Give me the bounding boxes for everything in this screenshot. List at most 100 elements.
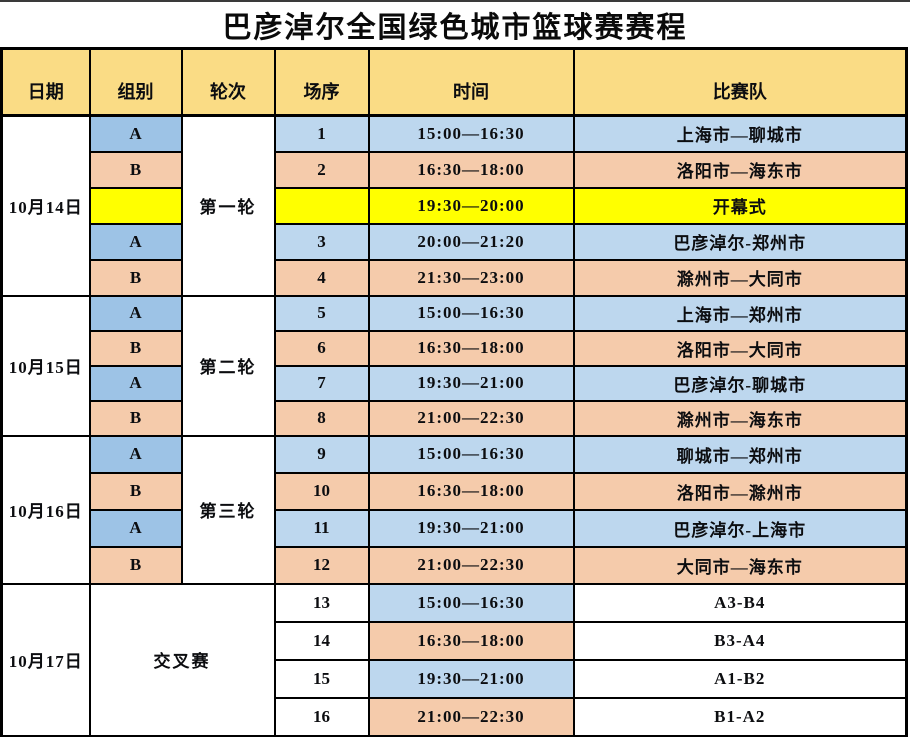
col-header-group: 组别 bbox=[88, 47, 183, 117]
table-row: B 6 16:30—18:00 洛阳市—大同市 bbox=[2, 329, 908, 367]
group-cell bbox=[88, 186, 183, 225]
teams-cell: 滁州市—海东市 bbox=[572, 399, 908, 437]
table-row-opening-ceremony: 19:30—20:00 开幕式 bbox=[2, 186, 908, 225]
time-cell: 21:00—22:30 bbox=[367, 399, 575, 437]
time-cell: 15:00—16:30 bbox=[367, 294, 575, 332]
time-cell: 21:00—22:30 bbox=[367, 696, 575, 737]
time-cell: 16:30—18:00 bbox=[367, 329, 575, 367]
time-cell: 19:30—21:00 bbox=[367, 364, 575, 402]
schedule-table: 日期 组别 轮次 场序 时间 比赛队 10月14日 A 第一轮 1 15:00—… bbox=[0, 47, 908, 737]
teams-cell: 巴彦淖尔-聊城市 bbox=[572, 364, 908, 402]
col-header-time: 时间 bbox=[367, 47, 575, 117]
order-cell: 3 bbox=[273, 222, 370, 261]
teams-cell: 大同市—海东市 bbox=[572, 545, 908, 585]
col-header-order: 场序 bbox=[273, 47, 370, 117]
date-cell bbox=[0, 734, 91, 737]
time-cell bbox=[367, 734, 575, 737]
page-title-bar: 巴彦淖尔全国绿色城市篮球赛赛程 bbox=[0, 2, 910, 47]
order-cell: 5 bbox=[273, 294, 370, 332]
group-cell: A bbox=[88, 294, 183, 332]
order-cell: 14 bbox=[273, 620, 370, 661]
group-cell: A bbox=[88, 114, 183, 153]
order-cell: 2 bbox=[273, 150, 370, 189]
table-row: A 7 19:30—21:00 巴彦淖尔-聊城市 bbox=[2, 364, 908, 402]
teams-cell: A1-B2 bbox=[572, 658, 908, 699]
order-cell bbox=[273, 734, 370, 737]
table-row: B 2 16:30—18:00 洛阳市—海东市 bbox=[2, 150, 908, 189]
table-row: 10月17日 交叉赛 13 15:00—16:30 A3-B4 bbox=[0, 582, 908, 737]
time-cell: 16:30—18:00 bbox=[367, 471, 575, 511]
order-cell bbox=[273, 186, 370, 225]
teams-cell: 上海市—聊城市 bbox=[572, 114, 908, 153]
date-cell: 10月15日 bbox=[0, 294, 91, 437]
page-title: 巴彦淖尔全国绿色城市篮球赛赛程 bbox=[222, 11, 688, 44]
time-cell: 20:00—21:20 bbox=[367, 222, 575, 261]
order-cell: 10 bbox=[273, 471, 370, 511]
table-row: 10月15日 A 第二轮 5 15:00—16:30 上海市—郑州市 bbox=[0, 294, 908, 437]
table-row: 10月16日 A 第三轮 9 15:00—16:30 聊城市—郑州市 bbox=[0, 434, 908, 585]
col-header-date: 日期 bbox=[0, 47, 91, 117]
date-cell: 10月16日 bbox=[0, 434, 91, 585]
teams-cell: 洛阳市—滁州市 bbox=[572, 471, 908, 511]
order-cell: 9 bbox=[273, 434, 370, 474]
order-cell: 15 bbox=[273, 658, 370, 699]
order-cell: 11 bbox=[273, 508, 370, 548]
time-cell: 19:30—20:00 bbox=[367, 186, 575, 225]
group-cell: A bbox=[88, 434, 183, 474]
stage-cell: 交叉赛 bbox=[88, 582, 276, 737]
order-cell: 12 bbox=[273, 545, 370, 585]
teams-cell: 洛阳市—大同市 bbox=[572, 329, 908, 367]
date-cell: 10月17日 bbox=[0, 582, 91, 737]
teams-cell bbox=[572, 734, 908, 737]
table-row: B 10 16:30—18:00 洛阳市—滁州市 bbox=[2, 471, 908, 511]
group-cell: B bbox=[88, 399, 183, 437]
time-cell: 21:00—22:30 bbox=[367, 545, 575, 585]
table-row: 15 19:30—21:00 A1-B2 bbox=[2, 658, 908, 699]
teams-cell: 巴彦淖尔-郑州市 bbox=[572, 222, 908, 261]
table-header-row: 日期 组别 轮次 场序 时间 比赛队 bbox=[0, 47, 908, 117]
group-cell: B bbox=[88, 329, 183, 367]
order-cell: 1 bbox=[273, 114, 370, 153]
order-cell: 7 bbox=[273, 364, 370, 402]
order-cell: 16 bbox=[273, 696, 370, 737]
order-cell: 6 bbox=[273, 329, 370, 367]
date-cell: 10月14日 bbox=[0, 114, 91, 297]
table-row: 16 21:00—22:30 B1-A2 bbox=[2, 696, 908, 737]
table-row: A 3 20:00—21:20 巴彦淖尔-郑州市 bbox=[2, 222, 908, 261]
group-cell: B bbox=[88, 150, 183, 189]
time-cell: 21:30—23:00 bbox=[367, 258, 575, 297]
table-row: 14 16:30—18:00 B3-A4 bbox=[2, 620, 908, 661]
table-row: B 12 21:00—22:30 大同市—海东市 bbox=[2, 545, 908, 585]
teams-cell: 开幕式 bbox=[572, 186, 908, 225]
teams-cell: 巴彦淖尔-上海市 bbox=[572, 508, 908, 548]
time-cell: 19:30—21:00 bbox=[367, 508, 575, 548]
group-cell: A bbox=[88, 508, 183, 548]
time-cell: 19:30—21:00 bbox=[367, 658, 575, 699]
table-row: B 4 21:30—23:00 滁州市—大同市 bbox=[2, 258, 908, 297]
teams-cell: B3-A4 bbox=[572, 620, 908, 661]
teams-cell: 上海市—郑州市 bbox=[572, 294, 908, 332]
group-cell: A bbox=[88, 222, 183, 261]
time-cell: 16:30—18:00 bbox=[367, 150, 575, 189]
time-cell: 16:30—18:00 bbox=[367, 620, 575, 661]
group-cell: B bbox=[88, 545, 183, 585]
col-header-round: 轮次 bbox=[180, 47, 276, 117]
teams-cell: 聊城市—郑州市 bbox=[572, 434, 908, 474]
round-cell: 第一轮 bbox=[180, 114, 276, 297]
time-cell: 15:00—16:30 bbox=[367, 114, 575, 153]
time-cell: 15:00—16:30 bbox=[367, 434, 575, 474]
order-cell: 13 bbox=[273, 582, 370, 623]
group-cell: B bbox=[88, 258, 183, 297]
table-row-partial bbox=[0, 734, 908, 737]
order-cell: 4 bbox=[273, 258, 370, 297]
teams-cell: 滁州市—大同市 bbox=[572, 258, 908, 297]
group-cell: B bbox=[88, 471, 183, 511]
round-cell: 第二轮 bbox=[180, 294, 276, 437]
group-cell: A bbox=[88, 364, 183, 402]
table-row: 10月14日 A 第一轮 1 15:00—16:30 上海市—聊城市 bbox=[0, 114, 908, 297]
teams-cell: 洛阳市—海东市 bbox=[572, 150, 908, 189]
round-cell: 第三轮 bbox=[180, 434, 276, 585]
stage-cell bbox=[88, 734, 276, 737]
order-cell: 8 bbox=[273, 399, 370, 437]
